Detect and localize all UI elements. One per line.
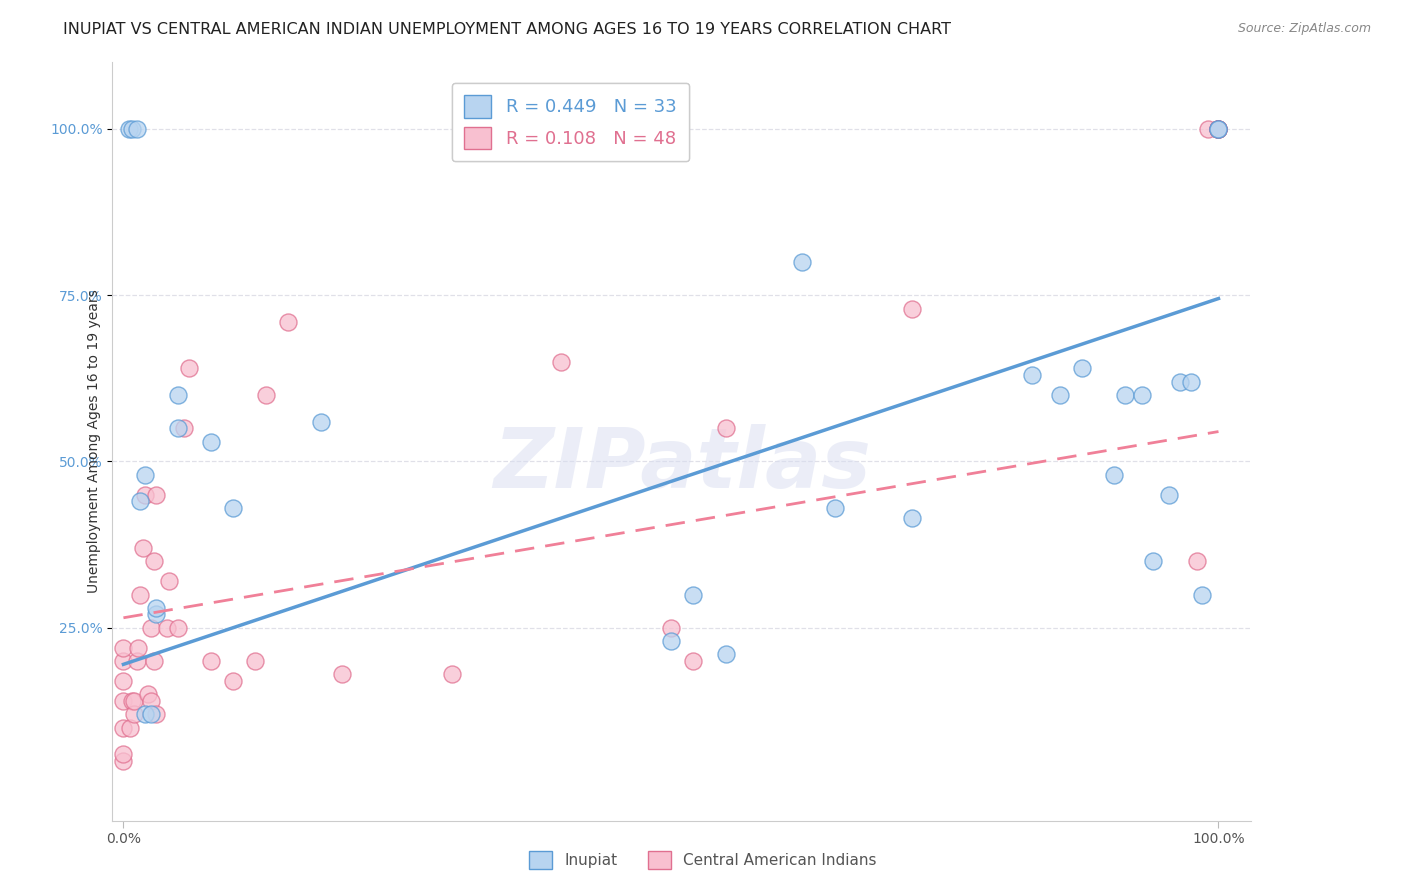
Point [550,355,572,369]
Point [179,361,201,376]
Point [134,467,156,482]
Point [243,654,266,668]
Point [124,707,146,722]
Point [112,673,135,688]
Point [901,511,924,525]
Point [1049,388,1071,402]
Point [1185,554,1208,568]
Point [167,421,190,435]
Point [1180,375,1202,389]
Point [132,541,155,555]
Point [118,721,141,735]
Point [714,648,737,662]
Point [145,607,167,622]
Point [139,621,162,635]
Point [145,707,167,722]
Point [1191,587,1213,601]
Point [134,707,156,722]
Point [1208,122,1230,136]
Point [1104,467,1126,482]
Point [112,654,135,668]
Point [200,434,222,449]
Point [112,721,135,735]
Point [128,494,150,508]
Point [1208,122,1230,136]
Point [1130,388,1153,402]
Point [200,654,222,668]
Point [112,754,135,768]
Point [173,421,195,435]
Point [1208,122,1230,136]
Point [156,621,179,635]
Point [1021,368,1043,382]
Text: ZIPatlas: ZIPatlas [494,424,870,505]
Point [792,255,814,269]
Point [143,554,166,568]
Legend: R = 0.449   N = 33, R = 0.108   N = 48: R = 0.449 N = 33, R = 0.108 N = 48 [451,83,689,161]
Text: Source: ZipAtlas.com: Source: ZipAtlas.com [1237,22,1371,36]
Point [112,747,135,761]
Point [1070,361,1092,376]
Legend: Inupiat, Central American Indians: Inupiat, Central American Indians [523,845,883,875]
Point [143,654,166,668]
Point [121,694,143,708]
Point [145,488,167,502]
Point [1208,122,1230,136]
Point [159,574,180,589]
Point [824,501,846,516]
Point [1142,554,1164,568]
Point [112,640,135,655]
Point [1168,375,1191,389]
Point [659,634,682,648]
Point [332,667,354,681]
Point [714,421,737,435]
Y-axis label: Unemployment Among Ages 16 to 19 years: Unemployment Among Ages 16 to 19 years [87,290,101,593]
Point [277,315,299,329]
Point [128,587,150,601]
Point [125,122,148,136]
Point [1208,122,1230,136]
Point [1197,122,1219,136]
Point [1208,122,1230,136]
Point [1159,488,1181,502]
Point [682,587,704,601]
Point [222,501,245,516]
Point [112,694,135,708]
Point [125,654,148,668]
Point [121,122,143,136]
Point [167,621,190,635]
Point [659,621,682,635]
Text: INUPIAT VS CENTRAL AMERICAN INDIAN UNEMPLOYMENT AMONG AGES 16 TO 19 YEARS CORREL: INUPIAT VS CENTRAL AMERICAN INDIAN UNEMP… [63,22,952,37]
Point [167,388,190,402]
Point [124,694,146,708]
Point [901,301,924,316]
Point [1208,122,1230,136]
Point [127,640,149,655]
Point [682,654,704,668]
Point [1114,388,1136,402]
Point [1208,122,1230,136]
Point [134,488,156,502]
Point [118,122,141,136]
Point [136,687,159,701]
Point [222,673,245,688]
Point [139,707,162,722]
Point [440,667,463,681]
Point [139,694,162,708]
Point [145,600,167,615]
Point [254,388,277,402]
Point [309,415,332,429]
